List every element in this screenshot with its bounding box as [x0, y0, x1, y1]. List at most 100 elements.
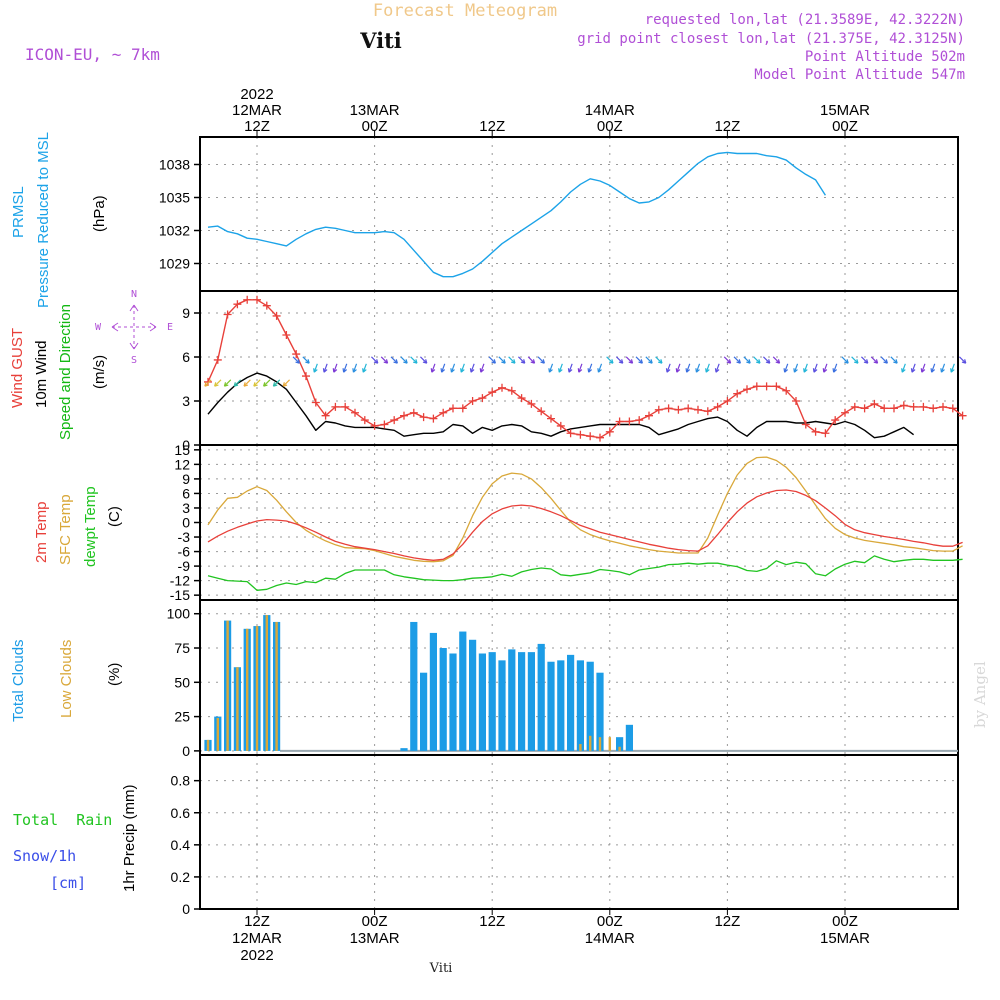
wind-arrow [548, 363, 554, 373]
snow-unit-legend: [cm] [50, 874, 86, 892]
wind-arrow [333, 363, 338, 373]
wind-arrow-head [587, 368, 593, 373]
total-cloud-bar [459, 631, 467, 751]
precip-ylabel: 1hr Precip (mm) [121, 784, 138, 892]
low-cloud-bar [275, 621, 278, 751]
wind-arrow [715, 363, 720, 373]
wind-arrow [302, 356, 310, 364]
gust-marker [958, 411, 967, 420]
gust-marker [351, 408, 359, 417]
ytick-label: -9 [178, 558, 191, 574]
gust-marker [576, 430, 585, 439]
panel-4: 0 0.2 0.4 0.6 0.8 [171, 754, 959, 917]
wind-arrow [488, 356, 496, 364]
ytick-label: 50 [174, 674, 190, 690]
gust-marker [566, 429, 575, 438]
ytick-label: 1029 [159, 256, 190, 272]
gust-marker [527, 399, 536, 408]
total-cloud-bar [596, 672, 604, 751]
gust-marker [664, 404, 673, 413]
gust-marker [419, 413, 428, 422]
gust-title: Wind GUST [9, 328, 26, 408]
wind-arrow [645, 356, 653, 364]
top-time-label: 14MAR [585, 102, 635, 119]
dewpt-line [207, 555, 963, 591]
bottom-time-label: 12Z [714, 913, 740, 930]
gust-marker [233, 300, 242, 309]
gust-marker [311, 398, 320, 407]
gust-marker [360, 416, 369, 425]
gust-marker [615, 417, 624, 426]
wind-arrow-head [736, 359, 741, 364]
gust-marker [654, 405, 663, 414]
bottom-time-label: 12MAR [232, 930, 282, 947]
ytick-label: 9 [182, 471, 190, 487]
wind-arrow [508, 356, 516, 364]
wind-arrow [390, 356, 398, 364]
wind-arrow-head [803, 368, 808, 373]
gust-marker [272, 311, 281, 320]
low-cloud-bar [265, 615, 268, 751]
wind-arrow-head [638, 359, 643, 364]
wind-arrow-head [253, 382, 258, 387]
wind-arrow [635, 356, 643, 364]
compass-letter: E [167, 322, 173, 333]
wind-arrow [558, 363, 563, 373]
wind-arrow [803, 363, 808, 373]
gust-marker [860, 404, 869, 413]
total-cloud-bar [410, 621, 418, 751]
gust-marker [468, 397, 477, 405]
wind-arrow-head [263, 382, 268, 387]
gridpoint-coords: grid point closest lon,lat (21.375E, 42.… [577, 31, 965, 47]
wind-arrow [233, 379, 242, 387]
bottom-time-label: 15MAR [820, 930, 870, 947]
wind-arrow-head [755, 359, 761, 364]
ytick-label: 1038 [159, 157, 190, 173]
gust-marker [223, 310, 232, 319]
wind-arrow-head [342, 368, 348, 373]
wind-arrow-head [412, 359, 418, 364]
gust-marker [939, 402, 947, 411]
wind-arrow-head [746, 359, 751, 364]
gust-marker [370, 421, 379, 430]
compass-letter: W [95, 322, 102, 333]
gust-marker [547, 414, 555, 423]
wind-arrow-head [491, 359, 496, 364]
pressure-title-a: PRMSL [10, 186, 27, 238]
gust-marker [801, 420, 810, 429]
total-cloud-bar [508, 649, 516, 751]
wind-arrow-head [548, 368, 553, 373]
wind-arrow-head [214, 382, 219, 387]
total-cloud-bar [420, 672, 428, 751]
wind-arrow-head [558, 368, 563, 373]
model-altitude: Model Point Altitude 547m [754, 67, 965, 83]
ytick-label: -15 [170, 587, 190, 603]
gust-marker [213, 355, 222, 364]
gust-marker [694, 405, 702, 414]
ytick-label: 0 [182, 515, 190, 531]
ytick-label: 9 [182, 305, 190, 321]
bottom-time-label: 13MAR [350, 930, 400, 947]
gust-marker [909, 402, 918, 411]
pressure-title-b: Pressure Reduced to MSL [35, 132, 52, 308]
temp2m-line [207, 489, 963, 561]
wind-arrow [733, 356, 741, 364]
total-cloud-bar [616, 737, 624, 751]
ytick-label: 100 [167, 606, 191, 622]
ytick-label: 1035 [159, 190, 190, 206]
location-title: Viti [359, 28, 402, 53]
gust-marker [733, 389, 742, 398]
ytick-label: -12 [170, 573, 190, 589]
wind-arrow [214, 379, 222, 387]
total-cloud-bar [488, 652, 496, 751]
bottom-time-label: 12Z [244, 913, 270, 930]
wind-arrow [568, 363, 573, 373]
gust-marker [841, 408, 849, 417]
compass-rose: N W E S [95, 289, 173, 366]
wind-arrow-head [961, 359, 967, 364]
gust-marker [713, 402, 722, 411]
total-cloud-bar [498, 660, 506, 751]
wind-arrow-head [422, 359, 428, 364]
panel-0: 1029 1032 1035 1038 [159, 136, 959, 292]
